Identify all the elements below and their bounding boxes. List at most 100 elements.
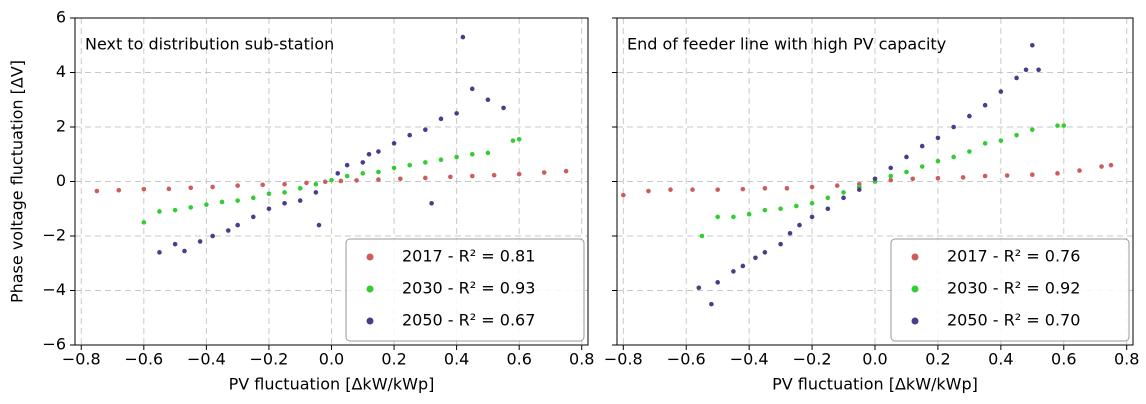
point	[407, 162, 413, 168]
point	[210, 233, 215, 239]
legend-label: 2017 - R² = 0.81	[402, 247, 535, 266]
point	[841, 190, 846, 195]
point	[516, 136, 522, 142]
point	[715, 280, 720, 285]
legend-label: 2050 - R² = 0.70	[947, 311, 1080, 330]
point	[141, 186, 147, 192]
point	[904, 154, 909, 160]
axes-frame	[74, 17, 589, 346]
point	[715, 214, 720, 220]
point	[454, 154, 459, 160]
point	[1030, 42, 1035, 48]
point	[998, 138, 1004, 143]
legend-box	[890, 238, 1130, 342]
point	[834, 183, 840, 188]
point	[172, 241, 178, 247]
point	[197, 239, 203, 244]
point	[778, 241, 783, 247]
point	[423, 160, 428, 165]
point	[794, 203, 799, 209]
point	[282, 201, 287, 206]
point	[329, 177, 334, 183]
point	[282, 190, 287, 195]
point	[225, 228, 231, 233]
x-tick-label: 0.2	[381, 350, 406, 369]
legend-label: 2050 - R² = 0.67	[402, 311, 535, 330]
point	[709, 301, 714, 307]
point	[784, 186, 790, 191]
point	[809, 214, 815, 220]
point	[398, 176, 403, 182]
legend-label: 2030 - R² = 0.93	[402, 279, 535, 298]
y-tick-label: 2	[56, 117, 66, 136]
point	[423, 175, 428, 181]
legend-marker	[366, 317, 374, 325]
point	[982, 102, 988, 108]
point	[825, 195, 831, 201]
point	[809, 184, 815, 190]
point	[541, 170, 547, 175]
y-tick-label: 0	[56, 171, 66, 190]
point	[740, 263, 746, 269]
point	[250, 214, 256, 220]
point	[188, 205, 194, 210]
point	[360, 160, 366, 165]
y-tick-label: 4	[56, 62, 66, 81]
point	[157, 250, 162, 255]
point	[448, 174, 453, 180]
point	[338, 178, 344, 184]
point	[753, 255, 758, 261]
point	[376, 169, 381, 175]
point	[485, 150, 491, 156]
point	[116, 187, 122, 193]
point	[469, 151, 475, 157]
point	[888, 177, 894, 183]
point	[510, 138, 516, 143]
point	[1030, 172, 1035, 177]
point	[731, 214, 736, 220]
panel: −0.8 −0.6 −0.4 −0.2 0.0 0.2 0.4 0.6 0.8 −6 −4 −2 0 2 4…	[8, 8, 595, 394]
point	[762, 250, 768, 255]
point	[304, 180, 309, 186]
point	[1055, 171, 1060, 176]
legend-marker	[911, 285, 919, 293]
legend-marker	[911, 317, 919, 325]
y-tick-label: −6	[42, 335, 66, 354]
legend-marker	[911, 253, 919, 261]
point	[778, 206, 783, 212]
point	[1061, 123, 1067, 128]
point	[856, 187, 862, 192]
point	[746, 211, 752, 217]
point	[935, 135, 941, 141]
point	[235, 222, 240, 228]
point	[354, 178, 359, 183]
x-tick-label: −0.2	[793, 350, 832, 369]
point	[376, 149, 381, 154]
point	[182, 248, 187, 254]
point	[344, 173, 350, 179]
point	[809, 201, 815, 206]
point	[919, 143, 925, 149]
x-tick-label: −0.4	[187, 350, 226, 369]
point	[454, 111, 459, 116]
point	[266, 191, 272, 197]
legend-box	[345, 238, 585, 342]
point	[460, 34, 466, 40]
point	[740, 186, 746, 192]
point	[620, 192, 626, 198]
x-tick-label: −0.8	[604, 350, 643, 369]
point	[266, 206, 272, 212]
point	[935, 175, 941, 181]
x-tick-label: 0.8	[1114, 350, 1139, 369]
point	[731, 269, 736, 274]
point	[998, 89, 1004, 94]
legend: 2017 - R² = 0.81 2030 - R² = 0.93 2050 - R…	[345, 238, 585, 342]
point	[335, 171, 341, 176]
legend: 2017 - R² = 0.76 2030 - R² = 0.92 2050 - R…	[890, 238, 1130, 342]
point	[469, 86, 475, 92]
annotation: End of feeder line with high PV capacity	[627, 35, 946, 54]
x-tick-label: −0.8	[62, 350, 101, 369]
point	[967, 149, 972, 154]
y-tick-label: −4	[42, 280, 66, 299]
